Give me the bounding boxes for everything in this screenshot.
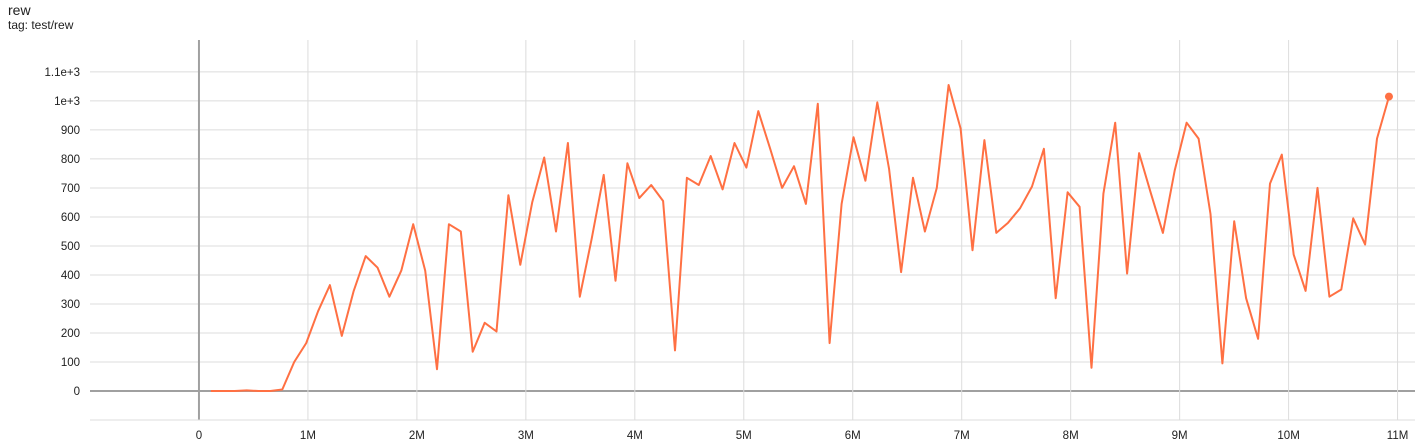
x-tick-label: 4M bbox=[627, 430, 643, 442]
x-tick-label: 0 bbox=[196, 430, 202, 442]
x-tick-label: 11M bbox=[1387, 430, 1409, 442]
y-tick-label: 1e+3 bbox=[54, 96, 80, 108]
last-data-point bbox=[1384, 92, 1393, 101]
y-tick-label: 400 bbox=[61, 270, 80, 282]
x-tick-label: 8M bbox=[1063, 430, 1079, 442]
x-tick-label: 3M bbox=[518, 430, 534, 442]
y-tick-label: 900 bbox=[61, 125, 80, 137]
chart-subtitle: tag: test/rew bbox=[8, 18, 74, 32]
y-tick-label: 0 bbox=[74, 386, 80, 398]
y-tick-label: 600 bbox=[61, 212, 80, 224]
y-tick-label: 1.1e+3 bbox=[45, 67, 81, 79]
y-tick-label: 500 bbox=[61, 241, 80, 253]
x-tick-label: 2M bbox=[409, 430, 425, 442]
y-tick-label: 300 bbox=[61, 299, 80, 311]
x-tick-label: 5M bbox=[736, 430, 752, 442]
chart-title: rew bbox=[8, 2, 31, 18]
x-tick-label: 6M bbox=[845, 430, 861, 442]
x-tick-label: 7M bbox=[954, 430, 970, 442]
y-tick-label: 200 bbox=[61, 328, 80, 340]
x-tick-label: 10M bbox=[1277, 430, 1299, 442]
y-tick-label: 700 bbox=[61, 183, 80, 195]
y-tick-label: 800 bbox=[61, 154, 80, 166]
x-tick-label: 9M bbox=[1172, 430, 1188, 442]
x-tick-label: 1M bbox=[300, 430, 316, 442]
y-tick-label: 100 bbox=[61, 357, 80, 369]
series-line bbox=[210, 84, 1390, 392]
